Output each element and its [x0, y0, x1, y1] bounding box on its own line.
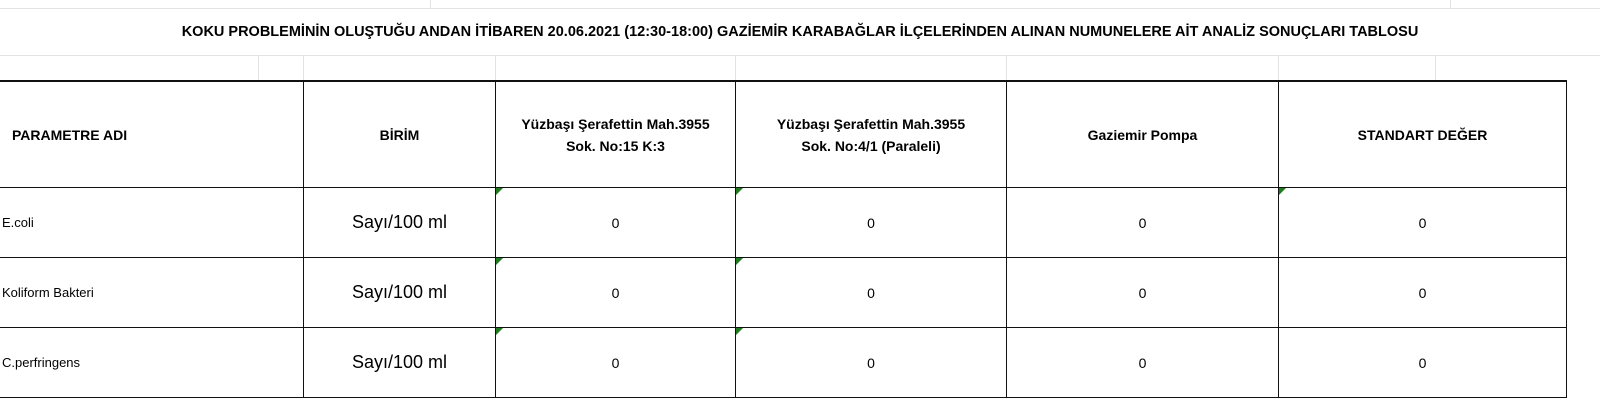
error-indicator-icon [736, 188, 743, 195]
param-cell[interactable]: E.coli [0, 187, 304, 258]
header-standard[interactable]: STANDART DEĞER [1278, 80, 1567, 188]
gridline [1006, 55, 1007, 80]
param-cell[interactable]: C.perfringens [0, 327, 304, 398]
header-line: Yüzbaşı Şerafettin Mah.3955 [776, 115, 966, 132]
table-row: C.perfringens Sayı/100 ml 0 0 0 0 [0, 327, 1567, 398]
value-cell[interactable]: 0 [1006, 187, 1279, 258]
header-site-1[interactable]: Yüzbaşı Şerafettin Mah.3955 Sok. No:15 K:… [495, 80, 736, 188]
standard-cell[interactable]: 0 [1278, 327, 1567, 398]
gridline [495, 55, 496, 80]
gridline [303, 55, 304, 80]
unit-cell[interactable]: Sayı/100 ml [303, 327, 496, 398]
error-indicator-icon [736, 328, 743, 335]
value-cell[interactable]: 0 [735, 257, 1007, 328]
value: 0 [867, 354, 875, 371]
value-cell[interactable]: 0 [495, 327, 736, 398]
error-indicator-icon [496, 328, 503, 335]
value: 0 [1418, 214, 1427, 231]
value-cell[interactable]: 0 [735, 187, 1007, 258]
error-indicator-icon [496, 188, 503, 195]
gridline [735, 55, 736, 80]
value-cell[interactable]: 0 [1006, 257, 1279, 328]
unit-cell[interactable]: Sayı/100 ml [303, 187, 496, 258]
header-line: Sok. No:15 K:3 [566, 137, 665, 154]
gridline [258, 55, 259, 80]
param-cell[interactable]: Koliform Bakteri [0, 257, 304, 328]
value: 0 [867, 214, 875, 231]
header-site-3[interactable]: Gaziemir Pompa [1006, 80, 1279, 188]
value-cell[interactable]: 0 [495, 187, 736, 258]
standard-cell[interactable]: 0 [1278, 257, 1567, 328]
value-cell[interactable]: 0 [1006, 327, 1279, 398]
header-row: PARAMETRE ADI BİRİM Yüzbaşı Şerafettin M… [0, 80, 1567, 188]
sheet-title: KOKU PROBLEMİNİN OLUŞTUĞU ANDAN İTİBAREN… [181, 24, 1419, 40]
results-table: PARAMETRE ADI BİRİM Yüzbaşı Şerafettin M… [0, 80, 1567, 398]
value: 0 [611, 284, 620, 301]
error-indicator-icon [1279, 188, 1286, 195]
value: 0 [611, 354, 620, 371]
error-indicator-icon [496, 258, 503, 265]
value-cell[interactable]: 0 [735, 327, 1007, 398]
empty-row [0, 55, 1600, 80]
value: 0 [867, 284, 875, 301]
value-cell[interactable]: 0 [495, 257, 736, 328]
header-line: Yüzbaşı Şerafettin Mah.3955 [521, 115, 710, 132]
gridline [1450, 0, 1451, 8]
standard-cell[interactable]: 0 [1278, 187, 1567, 258]
value: 0 [611, 214, 620, 231]
error-indicator-icon [736, 258, 743, 265]
header-line: Sok. No:4/1 (Paraleli) [801, 137, 941, 154]
table-row: Koliform Bakteri Sayı/100 ml 0 0 0 0 [0, 257, 1567, 328]
header-site-2[interactable]: Yüzbaşı Şerafettin Mah.3955 Sok. No:4/1 (… [735, 80, 1007, 188]
table-row: E.coli Sayı/100 ml 0 0 0 0 [0, 187, 1567, 258]
unit-cell[interactable]: Sayı/100 ml [303, 257, 496, 328]
sheet-title-cell[interactable]: KOKU PROBLEMİNİN OLUŞTUĞU ANDAN İTİBAREN… [0, 8, 1600, 56]
header-parameter[interactable]: PARAMETRE ADI [0, 80, 304, 188]
header-unit[interactable]: BİRİM [303, 80, 496, 188]
gridline [1435, 55, 1436, 80]
gridline [1278, 55, 1279, 80]
gridline [430, 0, 431, 8]
